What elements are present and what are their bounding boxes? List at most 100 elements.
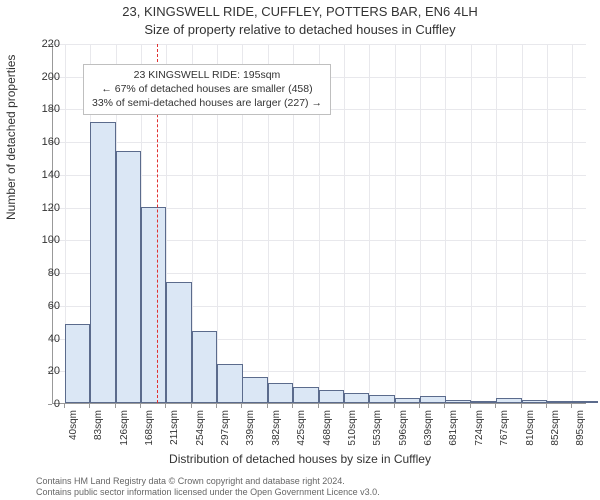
x-tick-label: 83sqm <box>93 410 104 456</box>
x-tick-label: 553sqm <box>372 410 383 456</box>
gridline-v <box>369 44 370 403</box>
x-tick-label: 254sqm <box>195 410 206 456</box>
x-tick-mark <box>343 404 344 408</box>
x-tick-mark <box>419 404 420 408</box>
y-tick-mark <box>48 240 52 241</box>
x-tick-mark <box>216 404 217 408</box>
x-tick-label: 425sqm <box>296 410 307 456</box>
annotation-line3: 33% of semi-detached houses are larger (… <box>92 96 322 110</box>
x-tick-label: 852sqm <box>550 410 561 456</box>
y-tick-label: 120 <box>30 202 60 214</box>
gridline-v <box>420 44 421 403</box>
histogram-bar <box>369 395 395 403</box>
histogram-bar <box>192 331 218 403</box>
histogram-bar <box>547 401 573 403</box>
x-tick-mark <box>495 404 496 408</box>
x-tick-mark <box>267 404 268 408</box>
x-tick-mark <box>140 404 141 408</box>
x-tick-label: 724sqm <box>474 410 485 456</box>
x-tick-label: 767sqm <box>499 410 510 456</box>
y-tick-label: 0 <box>30 398 60 410</box>
histogram-bar <box>65 324 91 403</box>
histogram-bar <box>90 122 116 403</box>
y-tick-label: 160 <box>30 136 60 148</box>
x-tick-mark <box>444 404 445 408</box>
gridline-v <box>547 44 548 403</box>
x-tick-label: 895sqm <box>575 410 586 456</box>
histogram-bar <box>293 387 319 403</box>
footer-line2: Contains public sector information licen… <box>36 487 380 498</box>
gridline-v <box>445 44 446 403</box>
x-tick-label: 639sqm <box>423 410 434 456</box>
histogram-bar <box>420 396 446 403</box>
gridline-v <box>471 44 472 403</box>
y-tick-label: 100 <box>30 234 60 246</box>
histogram-bar <box>141 207 167 403</box>
x-tick-mark <box>470 404 471 408</box>
x-tick-label: 40sqm <box>68 410 79 456</box>
x-tick-mark <box>241 404 242 408</box>
histogram-bar <box>344 393 370 403</box>
gridline-v <box>572 44 573 403</box>
x-tick-mark <box>546 404 547 408</box>
histogram-bar <box>319 390 345 403</box>
chart-container: 23, KINGSWELL RIDE, CUFFLEY, POTTERS BAR… <box>0 0 600 500</box>
histogram-bar <box>242 377 268 403</box>
x-tick-mark <box>165 404 166 408</box>
annotation-line2: ← 67% of detached houses are smaller (45… <box>92 82 322 96</box>
x-tick-mark <box>368 404 369 408</box>
x-tick-label: 510sqm <box>347 410 358 456</box>
chart-title-line1: 23, KINGSWELL RIDE, CUFFLEY, POTTERS BAR… <box>0 4 600 19</box>
y-tick-mark <box>48 208 52 209</box>
gridline-v <box>395 44 396 403</box>
y-tick-mark <box>48 142 52 143</box>
plot-area: 23 KINGSWELL RIDE: 195sqm ← 67% of detac… <box>52 44 586 404</box>
histogram-bar <box>116 151 142 403</box>
histogram-bar <box>522 400 548 403</box>
annotation-box: 23 KINGSWELL RIDE: 195sqm ← 67% of detac… <box>83 64 331 115</box>
x-tick-mark <box>521 404 522 408</box>
y-tick-label: 20 <box>30 365 60 377</box>
x-tick-mark <box>64 404 65 408</box>
x-tick-label: 681sqm <box>448 410 459 456</box>
histogram-bar <box>217 364 243 403</box>
x-tick-label: 168sqm <box>144 410 155 456</box>
y-tick-label: 80 <box>30 267 60 279</box>
x-tick-mark <box>115 404 116 408</box>
x-tick-label: 211sqm <box>169 410 180 456</box>
x-tick-mark <box>318 404 319 408</box>
y-tick-mark <box>48 109 52 110</box>
y-tick-mark <box>48 44 52 45</box>
x-tick-mark <box>89 404 90 408</box>
histogram-bar <box>471 401 497 403</box>
histogram-bar <box>572 401 598 403</box>
footer-attribution: Contains HM Land Registry data © Crown c… <box>36 476 380 498</box>
histogram-bar <box>445 400 471 403</box>
gridline-v <box>344 44 345 403</box>
histogram-bar <box>166 282 192 403</box>
gridline-v <box>496 44 497 403</box>
histogram-bar <box>268 383 294 403</box>
x-tick-label: 297sqm <box>220 410 231 456</box>
y-tick-label: 180 <box>30 103 60 115</box>
chart-title-line2: Size of property relative to detached ho… <box>0 22 600 37</box>
y-tick-mark <box>48 404 52 405</box>
y-tick-label: 60 <box>30 300 60 312</box>
y-tick-label: 40 <box>30 333 60 345</box>
x-tick-label: 468sqm <box>322 410 333 456</box>
annotation-line1: 23 KINGSWELL RIDE: 195sqm <box>92 68 322 82</box>
x-tick-mark <box>191 404 192 408</box>
y-axis-label: Number of detached properties <box>4 55 18 220</box>
y-tick-mark <box>48 273 52 274</box>
gridline-v <box>522 44 523 403</box>
y-tick-mark <box>48 371 52 372</box>
y-tick-label: 140 <box>30 169 60 181</box>
x-tick-mark <box>571 404 572 408</box>
footer-line1: Contains HM Land Registry data © Crown c… <box>36 476 380 487</box>
x-tick-label: 126sqm <box>119 410 130 456</box>
y-tick-mark <box>48 306 52 307</box>
y-tick-mark <box>48 175 52 176</box>
y-tick-label: 200 <box>30 71 60 83</box>
x-tick-mark <box>394 404 395 408</box>
histogram-bar <box>395 398 421 403</box>
